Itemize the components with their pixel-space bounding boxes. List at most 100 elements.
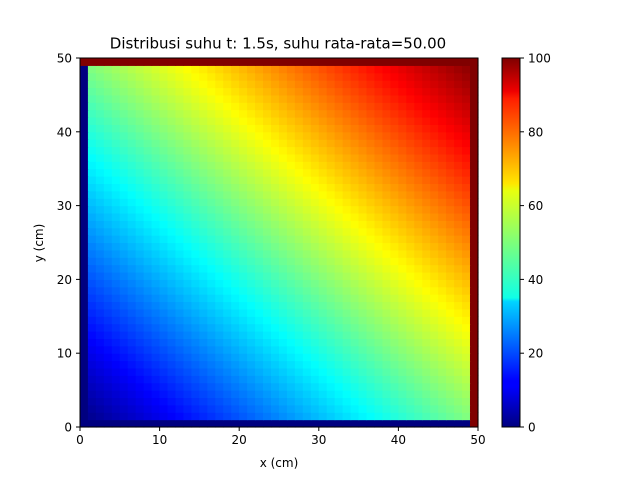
heatmap-cell — [223, 404, 232, 413]
heatmap-cell — [278, 153, 288, 162]
heatmap-cell — [334, 80, 344, 89]
heatmap-cell — [374, 345, 384, 354]
heatmap-cell — [95, 279, 105, 288]
heatmap-cell — [135, 220, 145, 229]
heatmap-cell — [454, 338, 463, 347]
heatmap-cell — [135, 235, 145, 244]
heatmap-cell — [422, 65, 431, 74]
heatmap-cell — [223, 153, 232, 162]
heatmap-cell — [239, 94, 248, 103]
heatmap-cell — [199, 382, 208, 391]
heatmap-cell — [350, 220, 360, 229]
heatmap-cell — [95, 220, 105, 229]
heatmap-cell — [350, 308, 360, 317]
heatmap-cell — [119, 205, 129, 214]
heatmap-cell — [278, 102, 288, 111]
heatmap-cell — [79, 176, 89, 185]
heatmap-cell — [382, 205, 391, 214]
heatmap-cell — [326, 360, 336, 369]
heatmap-cell — [278, 242, 288, 251]
heatmap-cell — [462, 212, 471, 221]
x-axis-label: x (cm) — [260, 456, 299, 470]
heatmap-cell — [135, 242, 145, 251]
heatmap-cell — [223, 264, 232, 273]
heatmap-cell — [270, 316, 280, 325]
heatmap-cell — [175, 257, 185, 266]
heatmap-cell — [334, 190, 344, 199]
heatmap-cell — [358, 57, 368, 66]
heatmap-cell — [127, 316, 137, 325]
heatmap-cell — [358, 257, 368, 266]
heatmap-cell — [111, 279, 121, 288]
heatmap-cell — [183, 308, 192, 317]
heatmap-cell — [191, 331, 200, 339]
heatmap-cell — [374, 161, 384, 170]
heatmap-cell — [223, 412, 232, 421]
heatmap-cell — [414, 183, 423, 192]
heatmap-cell — [167, 72, 177, 81]
heatmap-cell — [422, 72, 431, 81]
heatmap-cell — [223, 94, 232, 103]
heatmap-cell — [263, 94, 272, 103]
heatmap-cell — [255, 65, 264, 74]
heatmap-cell — [358, 390, 368, 399]
heatmap-cell — [286, 375, 296, 384]
heatmap-cell — [270, 235, 280, 244]
heatmap-cell — [390, 176, 399, 185]
heatmap-cell — [414, 331, 423, 339]
heatmap-cell — [247, 412, 256, 421]
heatmap-cell — [366, 264, 376, 273]
heatmap-cell — [270, 212, 280, 221]
heatmap-cell — [255, 190, 264, 199]
chart-title: Distribusi suhu t: 1.5s, suhu rata-rata=… — [110, 35, 446, 53]
heatmap-cell — [390, 80, 399, 89]
heatmap-cell — [422, 271, 431, 280]
heatmap-cell — [286, 286, 296, 295]
heatmap-cell — [159, 323, 169, 332]
heatmap-cell — [398, 301, 407, 310]
heatmap-cell — [239, 80, 248, 89]
heatmap-cell — [430, 212, 439, 221]
heatmap-cell — [119, 212, 129, 221]
heatmap-cell — [175, 161, 185, 170]
heatmap-cell — [263, 367, 272, 376]
heatmap-cell — [454, 235, 463, 244]
heatmap-cell — [398, 360, 407, 369]
heatmap-cell — [469, 220, 479, 229]
heatmap-cell — [382, 308, 391, 317]
heatmap-cell — [127, 109, 137, 118]
heatmap-cell — [79, 94, 89, 103]
heatmap-cell — [294, 168, 304, 177]
heatmap-cell — [127, 360, 137, 369]
heatmap-cell — [231, 168, 240, 177]
heatmap-cell — [223, 190, 232, 199]
heatmap-cell — [79, 153, 89, 162]
heatmap-cell — [79, 146, 89, 155]
heatmap-cell — [191, 301, 200, 310]
heatmap-cell — [207, 183, 216, 192]
heatmap-cell — [191, 139, 200, 148]
heatmap-cell — [191, 153, 200, 162]
heatmap-cell — [223, 397, 232, 406]
heatmap-cell — [270, 153, 280, 162]
heatmap-cell — [111, 338, 121, 347]
heatmap-cell — [318, 294, 328, 303]
heatmap-cell — [95, 102, 105, 111]
heatmap-cell — [231, 331, 240, 339]
heatmap-cell — [326, 316, 336, 325]
heatmap-cell — [422, 87, 431, 96]
heatmap-cell — [334, 331, 344, 339]
heatmap-cell — [119, 412, 129, 421]
heatmap-cell — [374, 316, 384, 325]
heatmap-cell — [127, 390, 137, 399]
heatmap-cell — [318, 220, 328, 229]
heatmap-cell — [151, 205, 161, 214]
heatmap-cell — [358, 412, 368, 421]
heatmap-cell — [462, 65, 471, 74]
heatmap-cell — [469, 308, 479, 317]
heatmap-cell — [191, 124, 200, 133]
heatmap-cell — [183, 345, 192, 354]
heatmap-cell — [462, 286, 471, 295]
heatmap-cell — [382, 116, 391, 125]
heatmap-cell — [143, 116, 153, 125]
